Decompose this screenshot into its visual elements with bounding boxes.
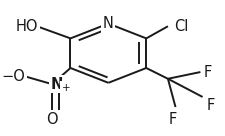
Text: Cl: Cl [173, 19, 187, 34]
Text: F: F [167, 112, 176, 127]
Text: +: + [62, 83, 70, 92]
Text: HO: HO [16, 19, 38, 34]
Text: −O: −O [2, 69, 25, 84]
Text: N: N [50, 77, 62, 92]
Text: F: F [206, 98, 214, 113]
Text: O: O [46, 112, 58, 127]
Text: F: F [203, 65, 211, 80]
Text: N: N [103, 16, 113, 31]
